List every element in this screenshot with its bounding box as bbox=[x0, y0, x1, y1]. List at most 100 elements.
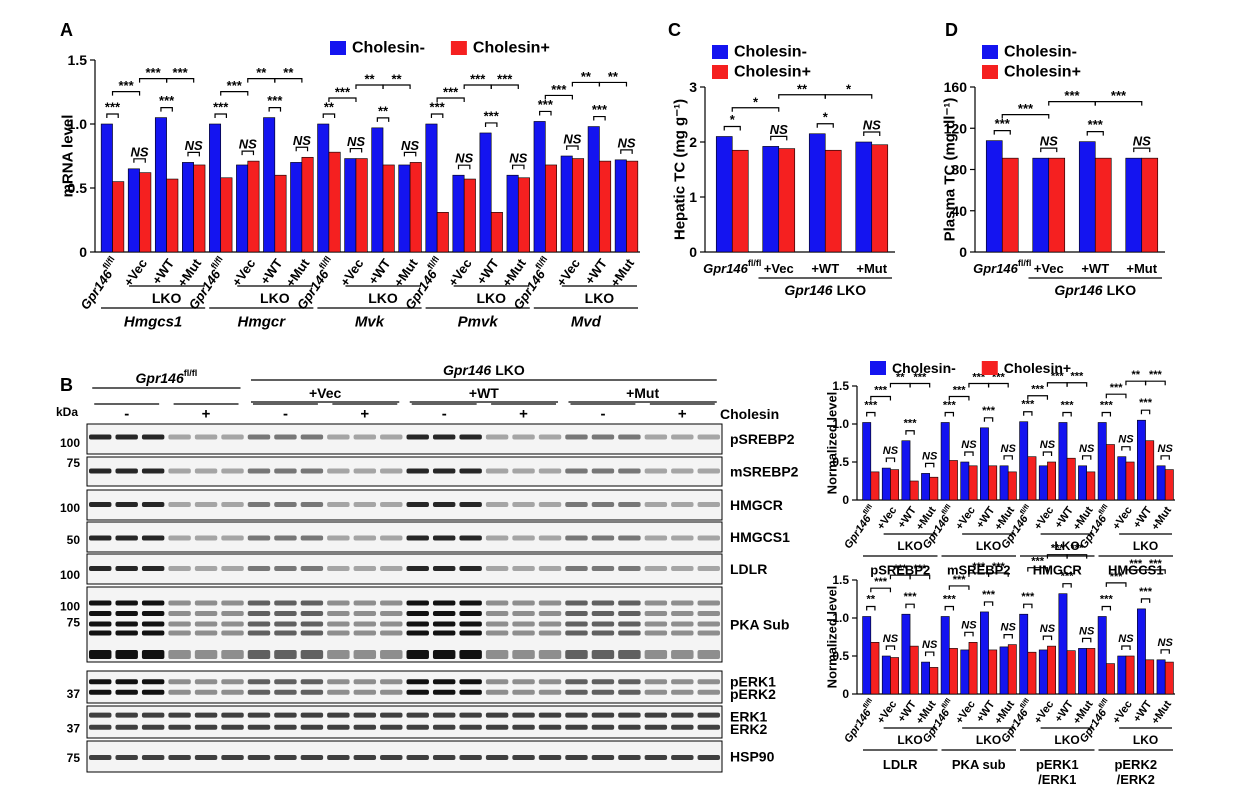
blot-band bbox=[194, 630, 218, 636]
x-tick-text: +Vec bbox=[1034, 261, 1064, 276]
lko-text: LKO bbox=[1133, 539, 1158, 553]
comparison-bracket bbox=[220, 91, 249, 96]
blot-band bbox=[168, 434, 191, 440]
lko-text: LKO bbox=[260, 290, 290, 306]
bar bbox=[1106, 444, 1115, 501]
blot-band bbox=[274, 535, 297, 541]
significance-bracket bbox=[1086, 131, 1104, 136]
y-tick-label: 1.5 bbox=[832, 379, 849, 393]
bar bbox=[1141, 157, 1159, 253]
blot-band bbox=[380, 679, 403, 685]
blot-band bbox=[89, 502, 112, 507]
y-tick-label: 0.5 bbox=[68, 180, 88, 196]
blot-band bbox=[221, 621, 244, 627]
significance-bracket bbox=[1062, 583, 1072, 588]
significance-label: NS bbox=[1158, 443, 1174, 455]
bar bbox=[425, 123, 438, 253]
blot-treatment: - bbox=[442, 406, 447, 423]
blot-control-text: Gpr146 bbox=[136, 370, 184, 386]
blot-band bbox=[512, 468, 535, 474]
x-tick-label: +Vec bbox=[953, 699, 977, 727]
blot-band bbox=[327, 468, 350, 474]
blot-frame bbox=[86, 456, 723, 487]
legend-label: Cholesin+ bbox=[734, 64, 811, 81]
blot-band bbox=[565, 535, 588, 541]
comparison-label: *** bbox=[118, 78, 134, 93]
blot-band bbox=[697, 689, 720, 695]
legend-swatch bbox=[712, 45, 728, 59]
blot-treatment-name: Cholesin bbox=[720, 406, 779, 422]
significance-label: NS bbox=[1118, 633, 1134, 645]
y-tick-label: 40 bbox=[951, 203, 967, 219]
blot-row-label: ERK2 bbox=[730, 721, 768, 737]
comparison-label: *** bbox=[551, 82, 567, 97]
bar bbox=[1032, 157, 1050, 253]
significance-bracket bbox=[863, 131, 881, 136]
lko-text: LKO bbox=[476, 290, 506, 306]
y-tick-label: 1.0 bbox=[68, 116, 88, 132]
blot-band bbox=[353, 712, 377, 718]
lko-label: LKO bbox=[1054, 733, 1079, 747]
blot-band bbox=[485, 630, 509, 636]
blot-band bbox=[141, 611, 165, 616]
blot-band bbox=[380, 724, 403, 730]
x-tick-text: +WT bbox=[257, 256, 285, 287]
significance-bracket bbox=[349, 147, 363, 153]
x-tick-label: Gpr146fl/fl bbox=[703, 258, 761, 276]
comparison-label: ** bbox=[797, 81, 808, 96]
blot-band bbox=[168, 468, 191, 474]
bar bbox=[980, 611, 989, 695]
blot-band bbox=[194, 566, 218, 571]
bar bbox=[855, 141, 873, 253]
bar bbox=[236, 164, 249, 253]
blot-band bbox=[380, 468, 403, 474]
bar bbox=[1047, 645, 1056, 695]
facet-label: LDLR bbox=[883, 757, 918, 772]
bar bbox=[344, 158, 357, 253]
comparison-label: * bbox=[753, 94, 759, 109]
x-tick-label: +WT bbox=[811, 261, 839, 276]
bar bbox=[517, 177, 530, 253]
blot-band bbox=[115, 689, 138, 695]
blot-band bbox=[194, 712, 218, 718]
blot-treatment: - bbox=[600, 406, 605, 423]
significance-label: *** bbox=[1139, 586, 1153, 598]
blot-band bbox=[300, 724, 324, 730]
comparison-bracket bbox=[490, 84, 519, 89]
panel-letter: A bbox=[60, 20, 73, 40]
comparison-label: *** bbox=[146, 65, 162, 80]
bar bbox=[999, 465, 1009, 501]
blot-band bbox=[671, 611, 694, 616]
significance-bracket bbox=[620, 149, 633, 154]
blot-band bbox=[671, 502, 694, 507]
comparison-bracket bbox=[889, 382, 911, 388]
comparison-bracket bbox=[111, 91, 141, 96]
bar bbox=[980, 427, 989, 501]
significance-bracket bbox=[1023, 411, 1033, 416]
x-tick-text: +Mut bbox=[856, 261, 887, 276]
blot-band bbox=[221, 724, 244, 730]
blot-band bbox=[459, 650, 482, 659]
blot-treatment: - bbox=[283, 406, 288, 423]
significance-label: *** bbox=[1100, 399, 1114, 411]
comparison-label: *** bbox=[470, 72, 486, 87]
blot-band bbox=[274, 630, 297, 636]
bar bbox=[881, 467, 891, 501]
significance-bracket bbox=[214, 113, 228, 118]
bar bbox=[862, 616, 872, 695]
blot-band bbox=[327, 630, 350, 636]
y-tick-label: 0 bbox=[842, 687, 849, 701]
blot-band bbox=[432, 650, 456, 659]
comparison-bracket bbox=[1066, 382, 1088, 387]
significance-bracket bbox=[511, 164, 525, 170]
significance-label: *** bbox=[159, 93, 175, 108]
blot-band bbox=[247, 755, 271, 761]
blot-band bbox=[274, 679, 297, 685]
x-tick-label: +Vec bbox=[337, 256, 367, 289]
blot-band bbox=[697, 502, 720, 507]
x-tick-label: Gpr146fl/fl bbox=[840, 697, 880, 745]
significance-label: NS bbox=[961, 439, 977, 451]
blot-band bbox=[353, 535, 377, 541]
blot-band bbox=[353, 621, 377, 627]
comparison-label: *** bbox=[894, 563, 908, 575]
